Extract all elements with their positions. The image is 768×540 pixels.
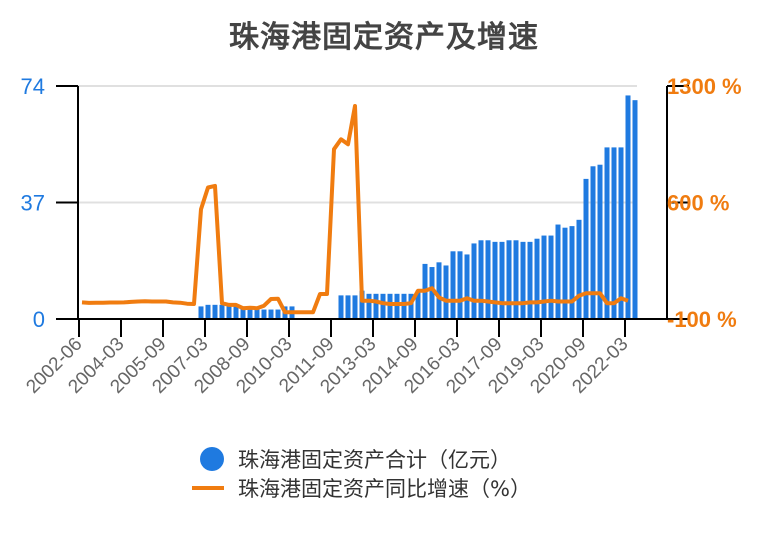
- bar: [464, 254, 470, 319]
- bar: [219, 304, 225, 319]
- bar: [275, 309, 281, 319]
- bar: [436, 262, 442, 319]
- bar: [611, 147, 617, 319]
- bar: [527, 241, 533, 319]
- bar: [415, 290, 421, 319]
- bar: [450, 251, 456, 319]
- chart-title: 珠海港固定资产及增速: [229, 20, 539, 55]
- bar: [562, 227, 568, 319]
- bar: [247, 309, 253, 319]
- bar: [471, 243, 477, 319]
- bar: [604, 147, 610, 319]
- legend-item-bar[interactable]: 珠海港固定资产合计（亿元）: [198, 444, 531, 473]
- bar: [457, 251, 463, 319]
- bar: [618, 147, 624, 319]
- left-tick-label: 74: [21, 74, 45, 99]
- bar: [520, 241, 526, 319]
- line-marker-icon: [192, 485, 224, 490]
- bar: [352, 295, 358, 319]
- legend-label-bar: 珠海港固定资产合计（亿元）: [238, 447, 511, 472]
- bar: [408, 293, 414, 319]
- bar: [233, 306, 239, 319]
- bar: [541, 235, 547, 319]
- bar: [254, 309, 260, 319]
- legend-label-line: 珠海港固定资产同比增速（%）: [238, 476, 531, 501]
- bar: [485, 240, 491, 319]
- bar: [443, 265, 449, 319]
- growth-line: [81, 104, 629, 315]
- right-tick-label: 1300 %: [667, 74, 742, 99]
- bar: [338, 295, 344, 319]
- bar: [387, 293, 393, 319]
- bar: [240, 306, 246, 319]
- bar: [429, 267, 435, 319]
- bar: [625, 95, 631, 319]
- bar: [212, 304, 218, 319]
- bar: [576, 219, 582, 319]
- bar: [548, 235, 554, 319]
- left-tick-label: 0: [33, 307, 45, 332]
- bar: [583, 178, 589, 319]
- legend-item-line[interactable]: 珠海港固定资产同比增速（%）: [192, 473, 531, 502]
- bar: [268, 309, 274, 319]
- bar: [380, 293, 386, 319]
- bar: [492, 241, 498, 319]
- right-tick-label: -100 %: [667, 307, 737, 332]
- bar: [226, 306, 232, 319]
- left-tick-label: 37: [21, 191, 45, 216]
- bar: [366, 293, 372, 319]
- right-tick-label: 600 %: [667, 191, 729, 216]
- bar: [478, 240, 484, 319]
- bar: [555, 224, 561, 319]
- bar: [513, 240, 519, 319]
- bar: [198, 306, 204, 319]
- bar: [373, 293, 379, 319]
- bar: [345, 295, 351, 319]
- bar: [632, 100, 638, 320]
- bar: [597, 164, 603, 319]
- bar: [534, 238, 540, 319]
- bar: [394, 293, 400, 319]
- bar: [359, 290, 365, 319]
- bar: [205, 304, 211, 319]
- bar: [569, 226, 575, 319]
- bar: [499, 241, 505, 319]
- legend: 珠海港固定资产合计（亿元） 珠海港固定资产同比增速（%）: [192, 444, 531, 502]
- bar: [261, 309, 267, 319]
- circle-marker-icon: [200, 446, 224, 471]
- bar: [590, 166, 596, 319]
- bar: [506, 240, 512, 319]
- bar: [401, 293, 407, 319]
